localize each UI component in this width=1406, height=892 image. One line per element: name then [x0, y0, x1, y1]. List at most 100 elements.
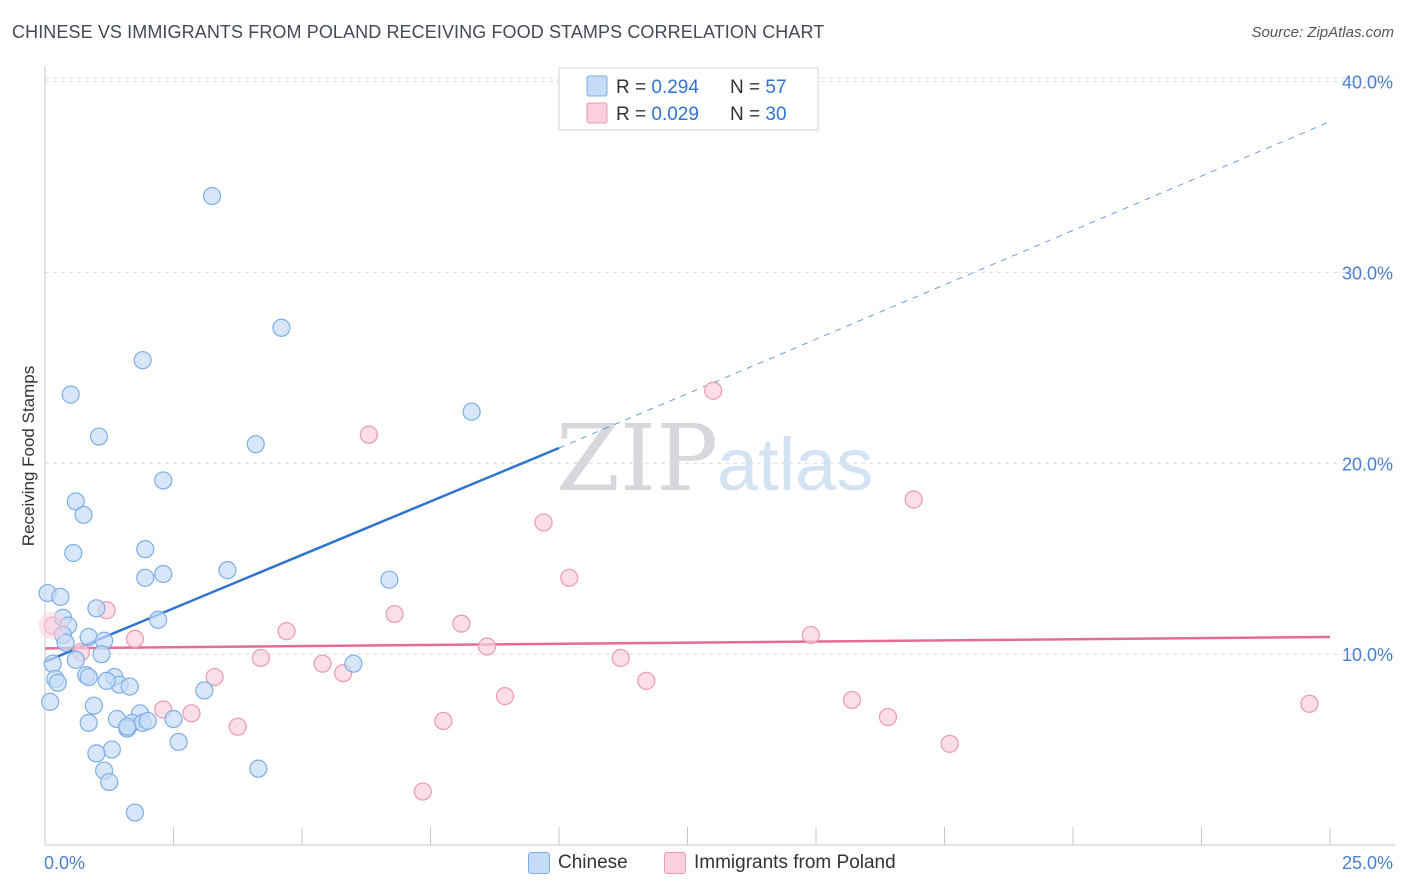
- chinese-point: [202, 186, 222, 206]
- poland-point: [277, 622, 296, 641]
- poland-point: [477, 637, 497, 656]
- chinese-point: [66, 650, 85, 669]
- chinese-point: [100, 772, 119, 792]
- chinese-point: [148, 610, 168, 629]
- stats-r-value-poland: 0.029: [651, 104, 699, 125]
- chinese-point: [272, 318, 291, 337]
- poland-point: [560, 568, 579, 587]
- poland-point: [801, 625, 820, 645]
- chinese-point: [154, 471, 173, 490]
- chinese-point: [92, 645, 111, 664]
- chinese-trend-extension: [558, 121, 1331, 449]
- poland-point: [228, 717, 247, 736]
- chinese-point: [64, 543, 83, 563]
- chinese-point: [118, 717, 137, 736]
- chinese-point: [84, 696, 103, 715]
- poland-point: [413, 782, 432, 801]
- chinese-point: [380, 570, 399, 589]
- chinese-point: [43, 654, 62, 673]
- stats-swatch-poland: [586, 102, 608, 124]
- stats-n-value-poland: 30: [765, 104, 786, 125]
- svg-text:R = 0.294: R = 0.294: [616, 77, 699, 98]
- chinese-point: [218, 561, 237, 580]
- y-tick-label: 10.0%: [1342, 645, 1393, 665]
- poland-point: [842, 690, 862, 710]
- y-tick-label: 30.0%: [1342, 263, 1393, 283]
- watermark-atlas: atlas: [717, 423, 873, 506]
- poland-point: [251, 648, 270, 668]
- chinese-point: [133, 351, 152, 370]
- chinese-point: [138, 711, 157, 731]
- poland-point: [495, 687, 515, 706]
- chinese-point: [66, 492, 85, 511]
- chinese-point: [56, 633, 75, 652]
- chinese-point: [136, 568, 155, 587]
- stats-r-value-chinese: 0.294: [651, 77, 699, 98]
- legend-swatch-poland: [664, 852, 686, 874]
- chinese-point: [97, 671, 116, 690]
- stats-legend: R = 0.294 N = 57 R = 0.029 N = 30: [558, 67, 819, 131]
- chinese-point: [51, 587, 70, 606]
- poland-point: [385, 604, 404, 624]
- chinese-point: [154, 564, 173, 584]
- poland-point: [878, 708, 898, 727]
- poland-point: [452, 614, 471, 633]
- chinese-point: [61, 385, 80, 404]
- chinese-point: [195, 681, 214, 700]
- chinese-point: [74, 505, 93, 524]
- watermark-zip: ZIP: [556, 405, 718, 512]
- legend-swatch-chinese: [528, 852, 550, 874]
- chinese-point: [41, 692, 60, 711]
- chinese-point: [120, 677, 139, 696]
- y-axis-label: Receiving Food Stamps: [19, 366, 38, 546]
- chinese-trend-line: [44, 446, 560, 663]
- legend-item-poland[interactable]: Immigrants from Poland: [664, 852, 896, 874]
- svg-text:N = 30: N = 30: [730, 104, 787, 125]
- chinese-point: [89, 427, 109, 446]
- stats-r-label-poland: R =: [616, 104, 651, 125]
- stats-n-label-poland: N =: [730, 104, 765, 125]
- y-tick-label: 40.0%: [1342, 73, 1393, 93]
- chinese-point: [164, 709, 183, 729]
- gridlines: [45, 77, 1395, 655]
- chinese-point: [87, 744, 106, 763]
- chart-title: CHINESE VS IMMIGRANTS FROM POLAND RECEIV…: [12, 22, 825, 42]
- y-tick-label: 20.0%: [1342, 454, 1393, 474]
- chinese-point: [125, 803, 145, 822]
- chinese-point: [79, 667, 98, 687]
- trend-lines: [44, 121, 1331, 663]
- poland-point: [904, 490, 923, 509]
- chinese-point: [246, 435, 265, 454]
- poland-point: [1300, 694, 1319, 713]
- chinese-point: [87, 599, 106, 618]
- poland-point: [182, 704, 201, 723]
- svg-text:R = 0.029: R = 0.029: [616, 104, 699, 125]
- x-tick-label-end: 25.0%: [1342, 853, 1393, 873]
- chinese-point: [249, 759, 268, 778]
- chinese-point: [169, 732, 188, 752]
- stats-swatch-chinese: [586, 75, 608, 97]
- legend-item-chinese[interactable]: Chinese: [528, 852, 628, 874]
- data-points: [38, 186, 1319, 822]
- chinese-point: [48, 673, 67, 692]
- legend-label-chinese: Chinese: [558, 852, 628, 873]
- poland-point: [637, 671, 656, 690]
- chinese-point: [344, 654, 363, 673]
- poland-point: [313, 654, 332, 673]
- chart-source: Source: ZipAtlas.com: [1251, 24, 1394, 41]
- chinese-point: [102, 740, 121, 759]
- poland-point: [205, 667, 224, 687]
- legend-label-poland: Immigrants from Poland: [694, 852, 896, 873]
- chinese-point: [79, 713, 98, 732]
- poland-point: [359, 425, 378, 444]
- chinese-point: [79, 627, 98, 647]
- poland-point: [611, 648, 630, 668]
- bottom-legend: Chinese Immigrants from Poland: [0, 852, 1406, 878]
- poland-point: [704, 381, 723, 400]
- poland-point-cluster: [38, 611, 67, 640]
- stats-r-label-chinese: R =: [616, 77, 651, 98]
- stats-n-label-chinese: N =: [730, 77, 765, 98]
- svg-text:N = 57: N = 57: [730, 77, 787, 98]
- poland-point: [940, 734, 959, 753]
